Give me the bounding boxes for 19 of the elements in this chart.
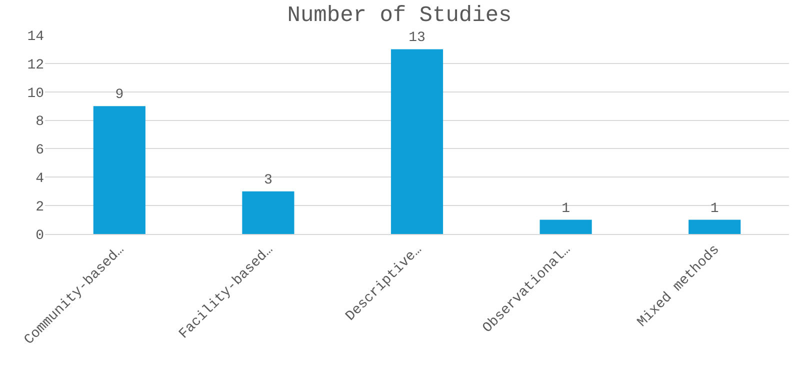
y-tick-label: 8	[36, 114, 44, 130]
y-tick-label: 12	[27, 57, 44, 74]
y-tick-label: 10	[27, 86, 44, 102]
bar	[390, 49, 444, 234]
data-label: 1	[562, 200, 570, 217]
bar	[688, 220, 741, 234]
bar	[540, 220, 592, 234]
y-tick-label: 0	[36, 228, 44, 244]
y-tick-label: 14	[27, 28, 44, 45]
data-label: 3	[264, 172, 272, 188]
data-label: 9	[115, 87, 124, 104]
data-label: 1	[710, 200, 719, 217]
y-tick-label: 4	[36, 171, 44, 188]
y-tick-label: 6	[36, 142, 44, 159]
data-label: 13	[408, 30, 426, 46]
y-tick-label: 2	[36, 199, 44, 216]
bar	[242, 191, 294, 234]
chart-title: Number of Studies	[287, 3, 512, 28]
bar	[93, 106, 146, 234]
